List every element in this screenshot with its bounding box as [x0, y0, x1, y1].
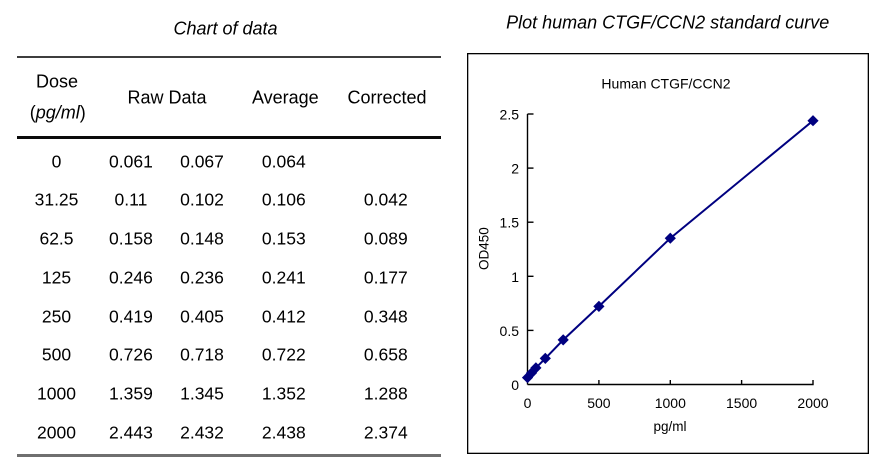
- svg-text:1: 1: [511, 269, 519, 285]
- svg-text:0.5: 0.5: [500, 323, 520, 339]
- svg-text:2000: 2000: [797, 395, 828, 411]
- svg-text:2.5: 2.5: [500, 107, 520, 123]
- svg-text:Human CTGF/CCN2: Human CTGF/CCN2: [601, 75, 730, 91]
- svg-text:pg/ml: pg/ml: [653, 419, 686, 434]
- svg-text:0: 0: [524, 395, 532, 411]
- svg-text:2: 2: [511, 161, 519, 177]
- svg-text:1.5: 1.5: [500, 215, 520, 231]
- svg-text:1000: 1000: [655, 395, 686, 411]
- svg-text:500: 500: [587, 395, 611, 411]
- svg-text:0: 0: [511, 377, 519, 393]
- svg-text:OD450: OD450: [477, 227, 492, 270]
- svg-text:1500: 1500: [726, 395, 757, 411]
